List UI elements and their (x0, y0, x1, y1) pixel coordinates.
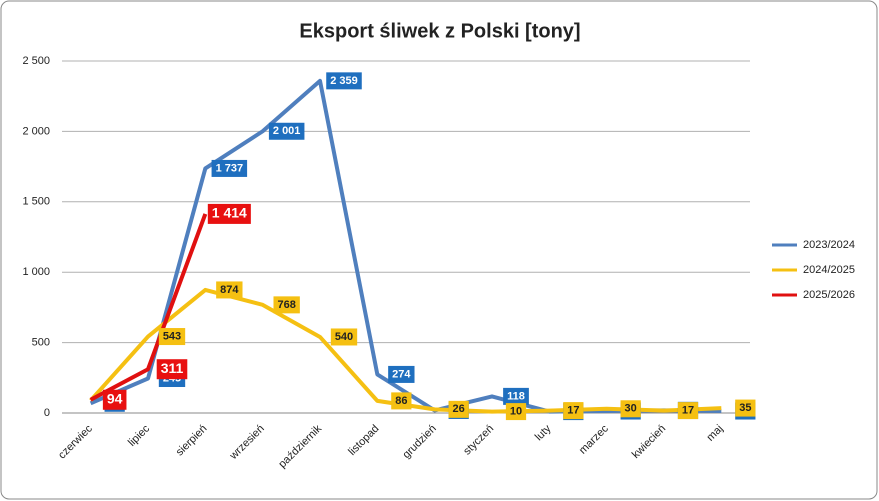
series-line (89, 213, 208, 402)
y-tick-label: 2 500 (22, 55, 50, 67)
data-label-text: 311 (161, 360, 184, 376)
data-label-box (102, 389, 127, 410)
data-label-box (505, 403, 527, 421)
data-label-text: 1 737 (216, 162, 244, 174)
legend-label: 2025/2026 (803, 289, 855, 301)
chart-title: Eksport śliwek z Polski [tony] (299, 20, 580, 42)
data-label: 10 (505, 403, 527, 421)
data-label-text: 543 (163, 330, 181, 342)
data-label-text: 118 (507, 390, 525, 402)
data-label: 2 001 (268, 122, 305, 140)
data-label-text: 35 (739, 402, 751, 414)
data-label-text: 274 (392, 368, 411, 380)
data-label: 274 (388, 365, 415, 383)
data-label-box (563, 402, 584, 420)
data-label-box (211, 159, 248, 177)
data-label-text: 17 (682, 405, 694, 417)
y-tick-label: 2 000 (22, 125, 50, 137)
data-label-text: 30 (625, 403, 637, 415)
data-label-text: 10 (510, 405, 522, 417)
data-label: 26 (448, 400, 469, 418)
data-label-box (391, 392, 412, 410)
data-label: 17 (677, 402, 699, 420)
data-label-text: 1 414 (212, 205, 247, 221)
data-label-box (268, 122, 305, 140)
data-label-text: 86 (395, 395, 407, 407)
data-label-text: 94 (107, 390, 123, 406)
legend-label: 2023/2024 (803, 239, 855, 251)
data-label: 35 (735, 399, 756, 417)
data-label: 540 (330, 328, 358, 346)
y-tick-label: 1 000 (22, 266, 50, 278)
data-label: 86 (391, 392, 412, 410)
data-label: 768 (273, 296, 300, 314)
data-label: 118 (503, 387, 529, 405)
data-label-text: 26 (453, 403, 465, 415)
data-label-text: 2 001 (273, 125, 301, 137)
data-label-box (735, 399, 756, 417)
legend-label: 2024/2025 (803, 264, 855, 276)
data-label-box (448, 400, 469, 418)
data-label-text: 2 359 (330, 75, 358, 87)
y-tick-label: 0 (44, 407, 50, 419)
data-label-text: 768 (277, 299, 295, 311)
data-label-box (388, 365, 415, 383)
data-label: 874 (216, 281, 243, 299)
data-label-text: 17 (567, 405, 579, 417)
data-label-text: 874 (220, 284, 239, 296)
data-label: 1 737 (211, 159, 248, 177)
data-label-box (620, 400, 641, 418)
data-label: 311 (156, 359, 188, 380)
data-label-box (330, 328, 358, 346)
data-label-box (503, 387, 529, 405)
data-label-box (156, 359, 188, 380)
data-label-box (216, 281, 243, 299)
data-label-box (273, 296, 300, 314)
data-label: 1 414 (207, 203, 251, 224)
data-label-box (677, 402, 699, 420)
data-label-text: 540 (335, 331, 353, 343)
y-tick-label: 500 (32, 337, 50, 349)
data-label: 94 (102, 389, 127, 410)
data-label-box (158, 328, 186, 346)
data-label: 30 (620, 400, 641, 418)
y-tick-label: 1 500 (22, 196, 50, 208)
data-label-box (207, 203, 251, 224)
data-label: 2 359 (326, 72, 362, 90)
data-label: 17 (563, 402, 584, 420)
data-label: 543 (158, 328, 186, 346)
data-label-box (326, 72, 362, 90)
